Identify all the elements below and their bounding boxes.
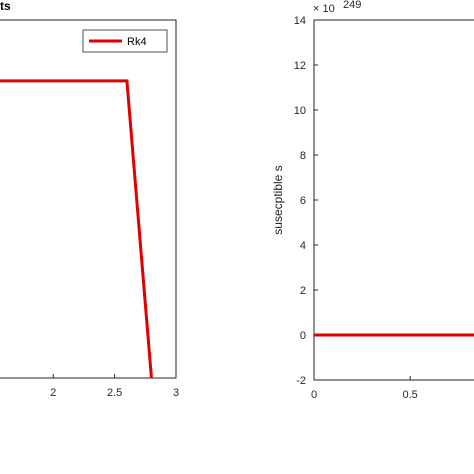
right-x-tick-label: 0 xyxy=(311,389,317,401)
right-y-ticks: 14 12 10 8 6 4 2 0 -2 xyxy=(294,15,318,387)
legend-label-rk4: Rk4 xyxy=(127,36,147,48)
right-y-axis-label: susecptible s xyxy=(271,165,285,234)
legend-box xyxy=(82,29,168,53)
right-x-tick-label: 0.5 xyxy=(403,389,418,401)
left-x-ticks: 2 2.5 3 xyxy=(50,374,179,399)
left-x-tick-label: 3 xyxy=(173,387,179,399)
right-x-ticks: 0 0.5 xyxy=(311,376,418,401)
right-y-tick-label: 14 xyxy=(294,15,306,27)
series-line-rk4 xyxy=(0,79,153,379)
right-y-tick-label: 4 xyxy=(300,240,306,252)
y-exponent-power: 249 xyxy=(343,0,361,11)
y-exponent-base: × 10 xyxy=(313,3,335,15)
left-plot-lines xyxy=(0,79,153,379)
right-y-tick-label: 6 xyxy=(300,195,306,207)
left-chart-title: ts xyxy=(0,0,11,13)
right-y-tick-label: 2 xyxy=(300,285,306,297)
left-x-tick-label: 2.5 xyxy=(107,387,122,399)
right-y-tick-label: 10 xyxy=(294,105,306,117)
right-y-tick-label: -2 xyxy=(296,375,306,387)
left-axes-box xyxy=(0,19,177,379)
right-y-tick-label: 8 xyxy=(300,150,306,162)
left-x-tick-label: 2 xyxy=(50,387,56,399)
left-panel: ts 2 2.5 3 Rk4 xyxy=(0,0,179,399)
right-y-tick-label: 12 xyxy=(294,60,306,72)
left-legend: Rk4 xyxy=(82,29,168,53)
right-y-tick-label: 0 xyxy=(300,330,306,342)
